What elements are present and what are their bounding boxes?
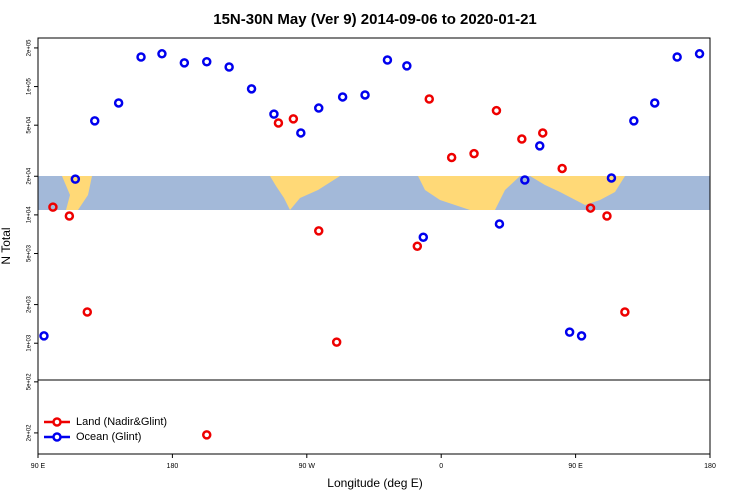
point <box>269 109 279 119</box>
map-strip <box>38 176 710 210</box>
x-tick-label: 90 E <box>568 463 583 470</box>
point <box>672 52 682 62</box>
point <box>273 118 284 128</box>
point <box>288 114 299 124</box>
point <box>89 116 100 126</box>
point <box>649 98 660 108</box>
plot-frame <box>37 37 711 455</box>
x-tick-label: 90 E <box>31 463 46 470</box>
point <box>313 103 324 113</box>
point <box>201 57 212 67</box>
point <box>694 49 705 59</box>
x-tick-label: 0 <box>439 463 443 470</box>
legend-marker <box>52 417 62 427</box>
y-tick-label: 2e+03 <box>27 296 33 314</box>
point <box>179 58 190 68</box>
point <box>418 232 429 242</box>
point <box>201 430 212 440</box>
point <box>620 307 630 317</box>
point <box>494 219 505 229</box>
point <box>517 134 527 144</box>
y-tick-label: 1e+04 <box>27 206 33 224</box>
y-axis-label: N Total <box>0 227 13 264</box>
point <box>39 331 49 341</box>
point <box>64 211 75 221</box>
point <box>576 331 587 341</box>
point <box>412 241 423 251</box>
point <box>602 211 612 221</box>
point <box>246 84 257 94</box>
point <box>157 49 167 59</box>
x-tick-label: 180 <box>167 463 179 470</box>
y-tick-label: 5e+02 <box>27 373 33 391</box>
y-tick-label: 2e+05 <box>27 39 33 57</box>
point <box>224 62 234 72</box>
point <box>136 52 146 62</box>
y-tick-label: 5e+03 <box>27 244 33 262</box>
point <box>48 202 58 212</box>
x-axis-label: Longitude (deg E) <box>327 476 422 490</box>
point <box>564 327 575 337</box>
point <box>382 55 393 65</box>
y-tick-label: 2e+02 <box>27 424 33 442</box>
point <box>337 92 348 102</box>
point <box>469 148 479 159</box>
point <box>557 163 567 174</box>
chart-title: 15N-30N May (Ver 9) 2014-09-06 to 2020-0… <box>213 11 537 28</box>
point <box>629 116 639 126</box>
point <box>424 94 435 104</box>
point <box>296 128 306 138</box>
point <box>313 226 324 236</box>
y-tick-label: 1e+05 <box>27 77 33 95</box>
point <box>70 174 81 184</box>
point <box>331 337 342 347</box>
point <box>537 128 548 138</box>
x-tick-label: 90 W <box>299 463 316 470</box>
y-tick-label: 5e+04 <box>27 116 33 134</box>
point <box>446 152 457 163</box>
y-tick-label: 2e+04 <box>27 167 33 185</box>
legend-label: Ocean (Glint) <box>76 431 141 443</box>
point <box>113 98 124 108</box>
point <box>585 203 596 213</box>
point <box>360 90 370 100</box>
legend-marker <box>52 432 62 442</box>
legend-label: Land (Nadir&Glint) <box>76 416 167 428</box>
x-tick-label: 180 <box>704 463 716 470</box>
point <box>535 141 545 151</box>
point <box>82 307 93 317</box>
y-tick-label: 1e+03 <box>27 334 33 352</box>
point <box>520 175 530 185</box>
point <box>402 61 412 71</box>
point <box>491 105 502 116</box>
point <box>606 173 617 183</box>
